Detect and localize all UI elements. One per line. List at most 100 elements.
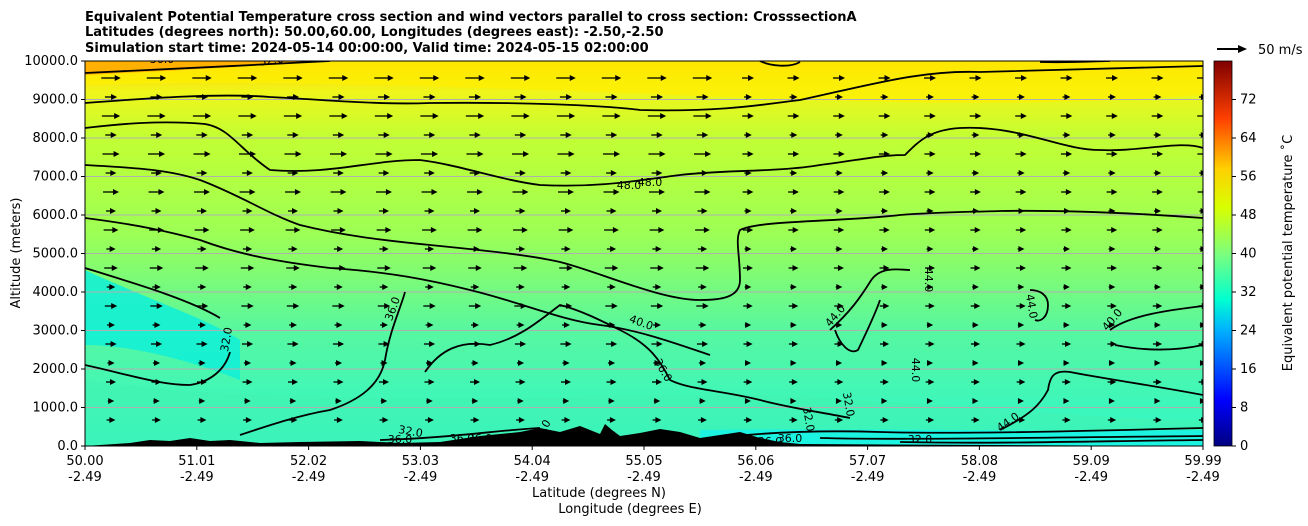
- wind-vector-head: [748, 75, 755, 81]
- wind-vector-head: [1020, 227, 1027, 233]
- wind-vector-head: [1109, 284, 1116, 290]
- wind-vector-head: [569, 75, 576, 81]
- x-tick-label-lon: -2.49: [1186, 470, 1220, 485]
- contour-label: 44.0: [1023, 293, 1040, 319]
- wind-vector-head: [973, 379, 980, 385]
- wind-vector-head: [972, 398, 979, 404]
- wind-vector-head: [520, 132, 527, 138]
- wind-vector-head: [472, 398, 479, 404]
- wind-vector-head: [1020, 113, 1027, 119]
- wind-vector-head: [972, 284, 979, 290]
- wind-vector-head: [112, 227, 119, 233]
- wind-vector-head: [111, 94, 118, 100]
- wind-vector-head: [291, 379, 298, 385]
- contour-label: 44.0: [909, 358, 922, 383]
- wind-vector-head: [335, 398, 342, 404]
- wind-vector-head: [702, 94, 709, 100]
- wind-vector-head: [519, 170, 526, 176]
- wind-vector-head: [1109, 322, 1116, 328]
- wind-vector-head: [111, 265, 118, 271]
- contour-32: [85, 351, 231, 386]
- wind-vector-head: [1111, 227, 1118, 233]
- contour-label: 36.0: [758, 435, 783, 448]
- wind-vector-head: [200, 246, 207, 252]
- wind-vector-head: [1200, 246, 1203, 252]
- wind-vector-head: [384, 94, 391, 100]
- wind-vector-head: [609, 360, 616, 366]
- wind-vector-head: [381, 322, 388, 328]
- wind-vector-head: [159, 151, 166, 157]
- wind-vector-head: [429, 94, 436, 100]
- wind-vector-head: [1200, 360, 1203, 366]
- wind-vector-head: [291, 284, 298, 290]
- wind-vector-head: [611, 303, 618, 309]
- chart-title-line-3: Simulation start time: 2024-05-14 00:00:…: [85, 41, 649, 56]
- contour-36-c: [424, 304, 851, 419]
- wind-vector-head: [336, 284, 343, 290]
- x-tick-label-lon: -2.49: [627, 470, 661, 485]
- wind-vector-head: [1201, 417, 1203, 423]
- wind-vector-head: [660, 75, 667, 81]
- wind-vector-head: [1019, 341, 1026, 347]
- contour-44-right: [829, 268, 911, 331]
- wind-vector-head: [201, 170, 208, 176]
- wind-vector-head: [1154, 398, 1161, 404]
- wind-vector-head: [427, 360, 434, 366]
- grid-lines: [85, 61, 1203, 446]
- wind-vector-head: [337, 208, 344, 214]
- wind-vector-head: [609, 284, 616, 290]
- wind-vector-head: [386, 151, 393, 157]
- wind-vector-head: [113, 151, 120, 157]
- contour-label: 32.0: [908, 433, 933, 446]
- wind-vector-head: [246, 379, 253, 385]
- wind-vector-head: [294, 189, 301, 195]
- wind-vector-head: [110, 132, 117, 138]
- colorbar-tick-label: 0: [1240, 439, 1248, 454]
- wind-vector-head: [615, 75, 622, 81]
- wind-vector-head: [883, 341, 890, 347]
- colorbar-tick-label: 56: [1240, 170, 1257, 185]
- wind-vector-head: [429, 303, 436, 309]
- contour-36-a: [85, 267, 221, 319]
- wind-vector-head: [1108, 398, 1115, 404]
- wind-vector-head: [155, 170, 162, 176]
- wind-vector-head: [290, 322, 297, 328]
- wind-vector-head: [791, 379, 798, 385]
- wind-vector-head: [745, 246, 752, 252]
- wind-vector-head: [337, 246, 344, 252]
- colorbar-tick-label: 64: [1240, 131, 1257, 146]
- y-tick-label: 0.0: [57, 439, 78, 454]
- wind-vector-head: [244, 398, 251, 404]
- wind-vector-head: [1155, 170, 1162, 176]
- wind-vector-head: [290, 398, 297, 404]
- wind-vector-head: [432, 113, 439, 119]
- wind-vector-head: [1063, 246, 1070, 252]
- wind-vector-head: [704, 189, 711, 195]
- wind-vector-head: [157, 265, 164, 271]
- wind-vector-head: [110, 341, 117, 347]
- wind-vector-head: [341, 113, 348, 119]
- wind-vector-head: [655, 379, 662, 385]
- wind-vector-head: [387, 113, 394, 119]
- contour-label: 52.0: [258, 52, 284, 68]
- wind-vector-head: [565, 132, 572, 138]
- wind-vector-head: [610, 379, 617, 385]
- wind-vector-head: [428, 379, 435, 385]
- wind-vector-head: [203, 227, 210, 233]
- wind-vector-head: [836, 208, 843, 214]
- wind-vector-head: [882, 132, 889, 138]
- wind-vector-head: [565, 341, 572, 347]
- wind-vector-head: [1109, 132, 1116, 138]
- contour-48-b: [85, 121, 1203, 187]
- wind-vector-head: [839, 75, 846, 81]
- wind-vector-head: [928, 417, 935, 423]
- contour-label: 32.0: [840, 391, 857, 417]
- wind-vector-head: [1200, 208, 1203, 214]
- wind-vector-head: [614, 151, 621, 157]
- wind-vector-head: [1203, 75, 1209, 81]
- wind-vector-head: [611, 94, 618, 100]
- wind-vector-head: [246, 208, 253, 214]
- wind-vector-head: [610, 208, 617, 214]
- wind-vector-head: [614, 113, 621, 119]
- wind-vector-head: [703, 227, 710, 233]
